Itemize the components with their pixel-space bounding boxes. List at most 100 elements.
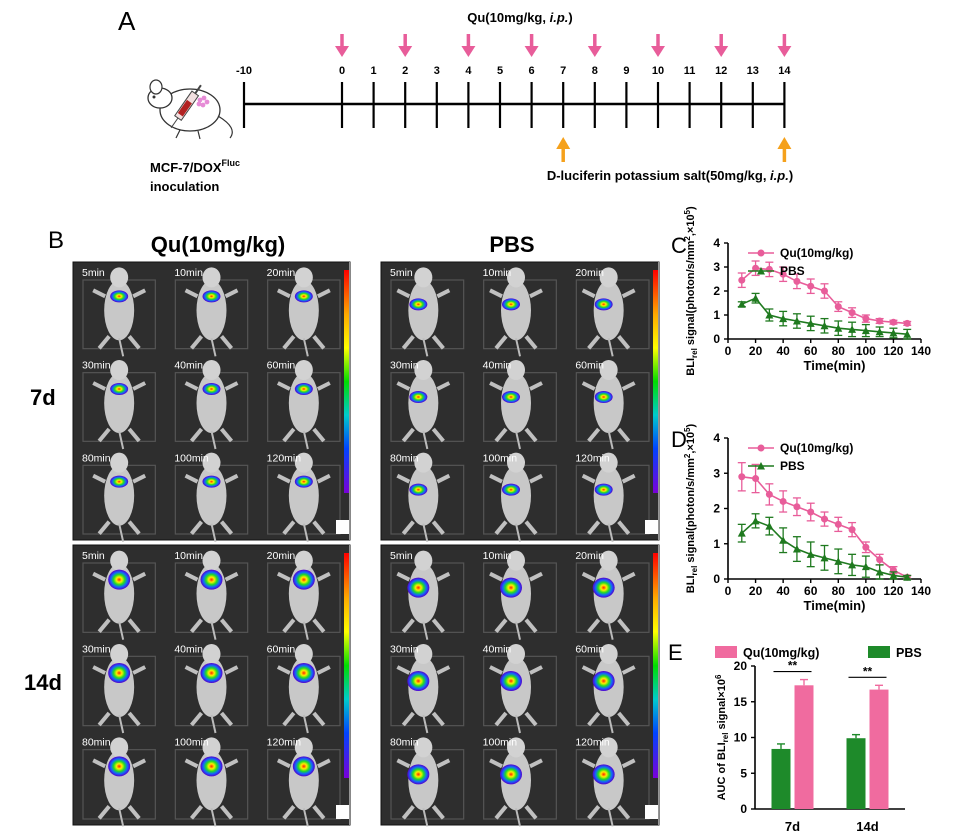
y-axis-label-part: 2 [683,236,692,241]
mouse-limb [621,473,636,484]
y-tick-label: 4 [713,236,720,250]
bioluminescence-signal [592,577,615,598]
bioluminescence-signal [200,569,223,590]
mouse-limb [92,473,107,484]
x-tick-label: 140 [911,584,931,598]
mouse-body [288,373,319,433]
y-axis-label-part: ,×10 [685,214,697,236]
bar-PBS-7d [771,748,791,809]
mouse-limb [97,427,111,443]
legend-marker [757,444,765,452]
mouse-limb [97,618,111,633]
data-point [889,318,897,326]
legend-label: PBS [780,264,805,278]
mouse-figure [396,360,451,450]
mouse-tail [302,523,309,542]
legend-label: Qu(10mg/kg) [780,246,853,260]
mouse-limb [581,665,596,675]
mouse-limb [436,473,451,484]
qu-arrow-head [714,46,729,57]
data-point [861,562,870,571]
bioluminescence-signal [594,391,613,403]
x-tick-label: 140 [911,344,931,358]
panel-edge [658,262,659,540]
colorbar-legend-box [645,520,658,534]
mouse-limb [401,335,415,350]
mouse-limb [436,758,451,769]
data-point [862,315,870,323]
bioluminescence-signal [502,483,520,496]
bioluminescence-signal [409,391,428,403]
data-point [779,536,788,544]
mouse-head [414,452,433,473]
mouse-head [202,360,221,380]
panel-a-letter: A [118,6,136,36]
mouse-head [507,360,525,380]
time-label-100min: 100min [174,737,209,749]
y-tick-label: 10 [734,731,748,745]
panel-edge [349,262,350,540]
mouse-limb [127,711,141,727]
y-axis-label-part: signal(photon/s/mm [685,240,697,348]
mouse-body [408,373,439,433]
mouse-limb [132,665,147,675]
mouse-tail [515,714,521,734]
mouse-limb [494,805,508,820]
mouse-tail [302,338,309,357]
mouse-limb [494,520,508,535]
mouse-limb [276,665,291,675]
timeline-tick-label-4: 4 [465,65,472,77]
bioluminescence-signal [200,756,223,777]
bioluminescence-signal [108,663,131,683]
mouse-tail [515,621,521,640]
y-tick-label: 20 [734,659,748,673]
mouse-limb [587,520,601,535]
y-axis-label-part: ) [685,206,697,210]
mouse-limb [401,618,415,633]
mouse-limb [587,427,601,443]
time-label-5min: 5min [82,267,105,279]
mouse-limb [189,520,204,535]
mouse-head [110,737,129,758]
data-point [876,317,884,325]
mouse-tail [210,430,217,450]
data-point [751,516,760,525]
x-tick-label: 20 [749,584,763,598]
colorbar-legend-box [336,520,349,534]
data-point [875,327,884,336]
mouse-limb [396,473,411,484]
mouse-head [507,267,525,288]
x-tick-label: 0 [725,584,732,598]
data-point [779,314,788,323]
mouse-limb [524,335,538,350]
timeline-tick-label-6: 6 [529,65,535,77]
mouse-tail [210,338,217,357]
bioluminescence-signal [294,475,313,488]
mouse-limb [529,571,543,582]
data-point [876,556,884,564]
luciferin-arrow-icon-day-7 [556,137,571,162]
bioluminescence-signal [407,671,430,691]
mouse-limb [431,520,445,535]
bioluminescence-signal [502,298,520,311]
mouse-head [599,644,618,664]
mouse-limb [316,665,331,675]
mouse-limb [189,335,204,350]
data-point [737,300,746,308]
timeline-tick-label-5: 5 [497,65,503,77]
data-point [848,309,856,317]
mouse-limb [282,805,296,820]
series-PBS: PBS [737,264,912,340]
bioluminescence-signal [592,671,615,691]
qu-dose-arrow-icon-day-14 [777,34,792,57]
data-point [752,264,760,272]
data-point [765,522,774,530]
timeline-tick-label-7: 7 [560,65,566,77]
timeline-tick-label-14: 14 [778,65,791,77]
mouse-limb [524,618,538,633]
mouse-limb [396,665,411,675]
mouse-limb [396,571,411,582]
panel-b: B Qu(10mg/kg) PBS 7d 14d 5min 10min 20min 3… [24,227,660,827]
bioluminescence-signal [292,663,315,683]
x-tick-label: 100 [856,584,876,598]
